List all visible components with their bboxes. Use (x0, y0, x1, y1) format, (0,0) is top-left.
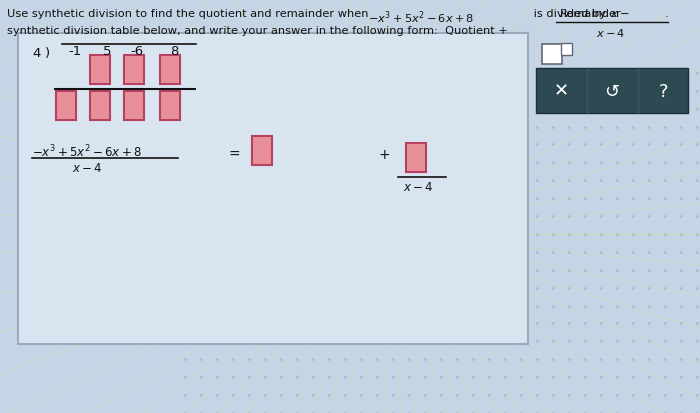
Text: $4 \ )$: $4 \ )$ (32, 45, 50, 59)
Bar (160, 92, 180, 121)
Text: $x - 4$: $x - 4$ (403, 181, 433, 194)
Bar (124, 92, 144, 121)
Text: $-x^3 + 5x^2 - 6x + 8$: $-x^3 + 5x^2 - 6x + 8$ (368, 9, 475, 26)
Text: Use synthetic division to find the quotient and remainder when: Use synthetic division to find the quoti… (7, 9, 372, 19)
Bar (536, 69, 688, 114)
Text: $x-4$: $x-4$ (596, 27, 626, 39)
Bar (124, 56, 144, 85)
Bar (406, 144, 426, 173)
Bar (90, 56, 110, 85)
Text: ?: ? (658, 83, 668, 100)
Bar (561, 43, 572, 56)
Text: 5: 5 (103, 45, 111, 58)
Text: +: + (378, 147, 390, 161)
Text: 8: 8 (170, 45, 178, 58)
Text: synthetic division table below, and write your answer in the following form:  Qu: synthetic division table below, and writ… (7, 26, 508, 36)
Text: is divided by: is divided by (530, 9, 610, 19)
Text: -6: -6 (130, 45, 143, 58)
Text: ↺: ↺ (604, 83, 620, 100)
Bar (542, 45, 562, 65)
Text: ✕: ✕ (554, 83, 568, 100)
Text: -1: -1 (68, 45, 81, 58)
Bar (56, 92, 76, 121)
Text: Remainder: Remainder (560, 9, 622, 19)
Text: =: = (228, 147, 239, 161)
Bar (90, 92, 110, 121)
Text: $-x^3 + 5x^2 - 6x + 8$: $-x^3 + 5x^2 - 6x + 8$ (32, 143, 142, 159)
Bar (18, 33, 528, 344)
Text: .: . (665, 9, 668, 19)
Bar (160, 56, 180, 85)
Text: $x - 4$: $x - 4$ (72, 162, 102, 175)
Text: $x-$: $x-$ (610, 9, 629, 19)
Bar (252, 136, 272, 165)
